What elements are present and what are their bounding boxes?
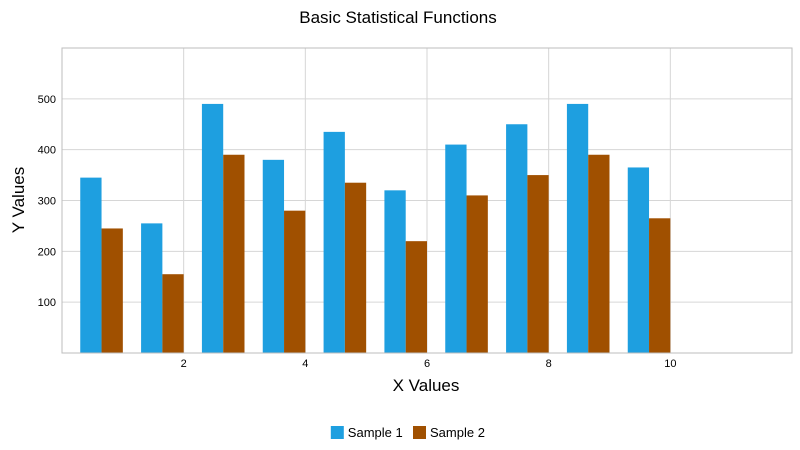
legend-label-series-2: Sample 2 (430, 425, 485, 440)
x-tick-label: 6 (424, 358, 430, 370)
x-tick-label: 8 (546, 358, 552, 370)
chart-title: Basic Statistical Functions (299, 8, 496, 27)
y-tick-label: 300 (38, 196, 56, 208)
bar-series-2 (223, 154, 245, 353)
y-tick-label: 100 (38, 297, 56, 309)
legend-swatch-series-2 (413, 426, 426, 439)
bar-series-2 (162, 274, 184, 353)
bar-series-1 (262, 159, 285, 353)
x-tick-label: 10 (664, 358, 676, 370)
bar-series-1 (445, 144, 467, 353)
bar-series-1 (627, 167, 650, 353)
legend: Sample 1 Sample 2 (330, 425, 485, 440)
x-tick-label: 4 (302, 358, 308, 370)
bar-series-2 (466, 195, 488, 353)
bar-series-2 (101, 228, 123, 353)
bar-series-1 (384, 190, 406, 353)
y-tick-label: 400 (38, 145, 56, 157)
tick-labels: 100 200 300 400 500 2 4 6 8 10 (38, 94, 677, 370)
bar-series-2 (588, 154, 610, 353)
x-tick-label: 2 (181, 358, 187, 370)
bar-series-2 (405, 241, 427, 353)
y-axis-title: Y Values (9, 167, 28, 233)
bar-series-2 (344, 182, 367, 353)
y-tick-label: 200 (38, 246, 56, 258)
bar-series-1 (201, 103, 224, 354)
bar-series-1 (323, 131, 345, 353)
x-axis-title: X Values (393, 376, 460, 395)
y-tick-label: 500 (38, 94, 56, 106)
bar-series-1 (566, 103, 589, 354)
bar-series-1 (80, 177, 102, 353)
bars (80, 103, 671, 354)
legend-swatch-series-1 (330, 426, 344, 439)
bar-series-1 (506, 124, 528, 353)
bar-series-2 (649, 218, 671, 353)
bar-series-2 (284, 210, 306, 353)
bar-series-2 (527, 175, 549, 353)
bar-series-1 (141, 223, 163, 353)
plot-area (61, 47, 793, 354)
legend-label-series-1: Sample 1 (348, 425, 403, 440)
